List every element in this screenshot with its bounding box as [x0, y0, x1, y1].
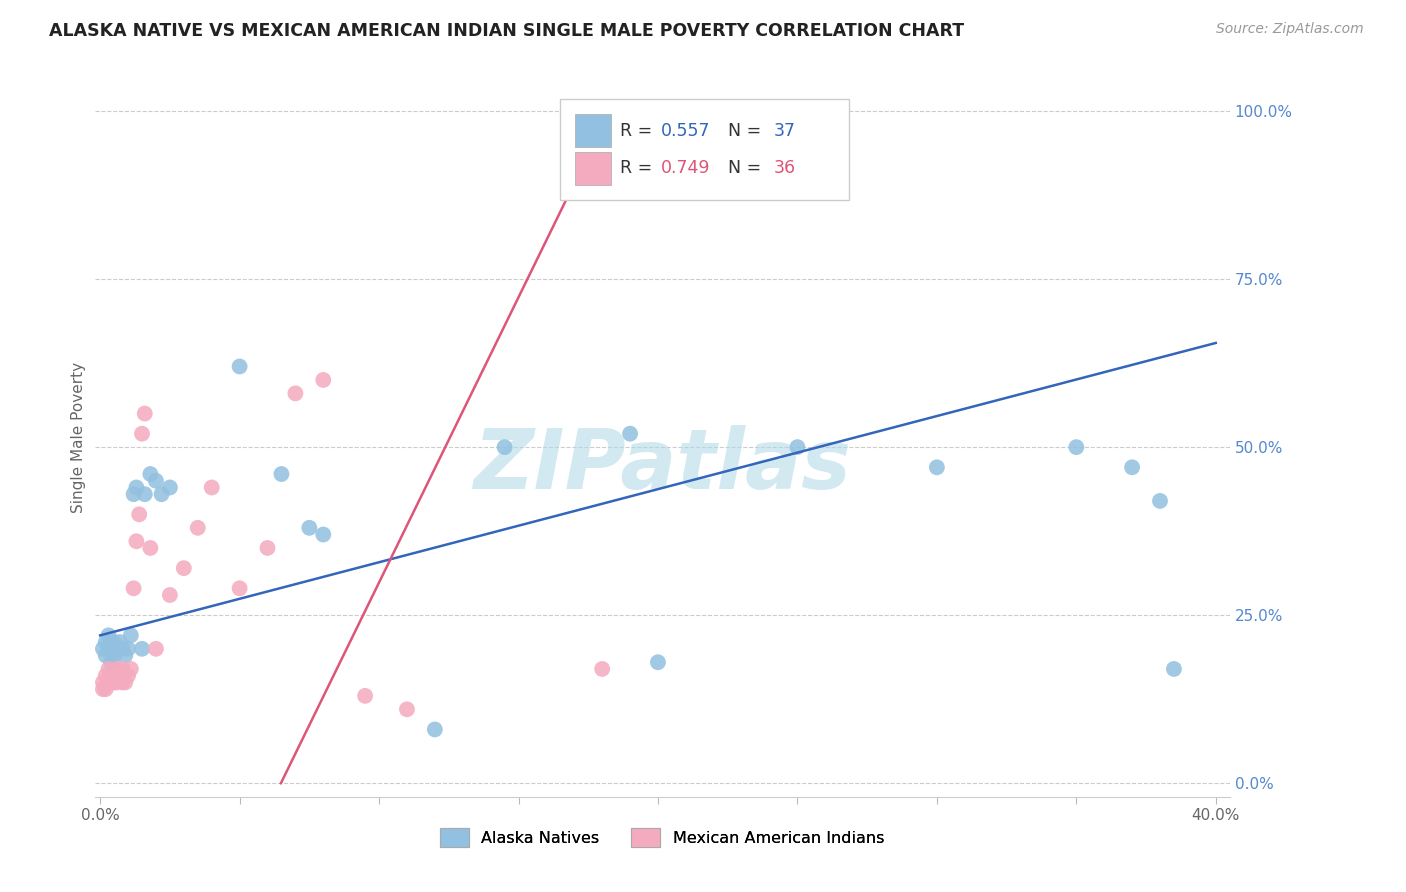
- Text: 0.557: 0.557: [661, 121, 710, 140]
- Point: [925, 460, 948, 475]
- Point: [139, 541, 162, 555]
- Point: [91, 675, 114, 690]
- Text: N =: N =: [717, 121, 766, 140]
- Point: [125, 534, 148, 549]
- Point: [117, 641, 139, 656]
- Point: [256, 541, 278, 555]
- Point: [1149, 494, 1171, 508]
- Point: [103, 635, 125, 649]
- Text: 36: 36: [773, 159, 796, 178]
- Point: [120, 662, 142, 676]
- Point: [103, 648, 125, 663]
- Text: Source: ZipAtlas.com: Source: ZipAtlas.com: [1216, 22, 1364, 37]
- Point: [647, 655, 669, 669]
- Text: 37: 37: [773, 121, 796, 140]
- Point: [108, 635, 131, 649]
- Point: [122, 487, 145, 501]
- Point: [100, 655, 122, 669]
- Point: [298, 521, 321, 535]
- Y-axis label: Single Male Poverty: Single Male Poverty: [72, 361, 86, 513]
- Legend: Alaska Natives, Mexican American Indians: Alaska Natives, Mexican American Indians: [433, 822, 891, 854]
- Point: [354, 689, 377, 703]
- Point: [122, 582, 145, 596]
- Point: [187, 521, 209, 535]
- Point: [1121, 460, 1143, 475]
- Point: [139, 467, 162, 481]
- Point: [494, 440, 516, 454]
- Point: [97, 675, 120, 690]
- Point: [100, 668, 122, 682]
- Point: [619, 426, 641, 441]
- Point: [91, 641, 114, 656]
- Point: [97, 641, 120, 656]
- Point: [284, 386, 307, 401]
- Point: [131, 641, 153, 656]
- Point: [97, 628, 120, 642]
- Point: [201, 480, 224, 494]
- Point: [1163, 662, 1185, 676]
- Point: [105, 675, 128, 690]
- Point: [159, 480, 181, 494]
- Point: [117, 668, 139, 682]
- Point: [150, 487, 173, 501]
- Point: [94, 668, 117, 682]
- Point: [120, 628, 142, 642]
- Point: [100, 675, 122, 690]
- FancyBboxPatch shape: [575, 114, 612, 147]
- Point: [111, 641, 134, 656]
- Point: [134, 407, 156, 421]
- Point: [105, 662, 128, 676]
- Point: [97, 662, 120, 676]
- Point: [111, 675, 134, 690]
- Point: [94, 635, 117, 649]
- Point: [312, 527, 335, 541]
- Point: [103, 675, 125, 690]
- Point: [270, 467, 292, 481]
- Point: [108, 668, 131, 682]
- Point: [114, 648, 136, 663]
- FancyBboxPatch shape: [560, 99, 849, 200]
- Point: [395, 702, 418, 716]
- Point: [145, 641, 167, 656]
- Point: [94, 648, 117, 663]
- Point: [100, 641, 122, 656]
- Point: [159, 588, 181, 602]
- Point: [312, 373, 335, 387]
- Point: [134, 487, 156, 501]
- Point: [91, 682, 114, 697]
- Point: [131, 426, 153, 441]
- Point: [228, 582, 250, 596]
- Point: [228, 359, 250, 374]
- Point: [125, 480, 148, 494]
- Text: R =: R =: [620, 159, 658, 178]
- Point: [173, 561, 195, 575]
- Text: 0.749: 0.749: [661, 159, 710, 178]
- Point: [591, 662, 613, 676]
- Point: [94, 682, 117, 697]
- Point: [105, 641, 128, 656]
- Point: [114, 675, 136, 690]
- Text: ZIPatlas: ZIPatlas: [474, 425, 851, 507]
- Point: [103, 668, 125, 682]
- Point: [111, 662, 134, 676]
- FancyBboxPatch shape: [575, 152, 612, 185]
- Point: [128, 508, 150, 522]
- Point: [145, 474, 167, 488]
- Point: [786, 440, 808, 454]
- Text: ALASKA NATIVE VS MEXICAN AMERICAN INDIAN SINGLE MALE POVERTY CORRELATION CHART: ALASKA NATIVE VS MEXICAN AMERICAN INDIAN…: [49, 22, 965, 40]
- Text: R =: R =: [620, 121, 658, 140]
- Text: N =: N =: [717, 159, 766, 178]
- Point: [1066, 440, 1088, 454]
- Point: [423, 723, 446, 737]
